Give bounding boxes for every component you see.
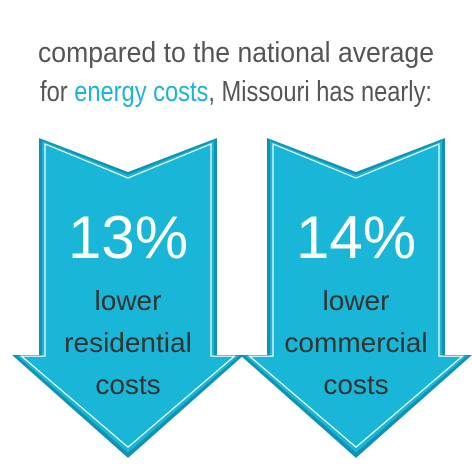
heading-highlight: energy costs — [74, 76, 208, 108]
heading-text: for — [40, 76, 74, 108]
caption-line: costs — [95, 369, 160, 400]
figure: 14% — [296, 204, 416, 271]
arrow-outline — [247, 143, 465, 448]
arrow-outline — [19, 143, 237, 448]
heading-line-1: compared to the national average — [38, 37, 434, 69]
heading-text: , Missouri has nearly: — [208, 76, 432, 108]
caption-line: commercial — [284, 327, 427, 358]
arrow-fill — [244, 141, 468, 453]
caption-line: lower — [95, 285, 162, 316]
caption-line: costs — [323, 369, 388, 400]
figure: 13% — [68, 204, 188, 271]
caption-line: lower — [323, 285, 390, 316]
caption-line: residential — [64, 327, 192, 358]
arrow-fill — [16, 141, 240, 453]
heading-line-2: for energy costs, Missouri has nearly: — [40, 76, 432, 108]
